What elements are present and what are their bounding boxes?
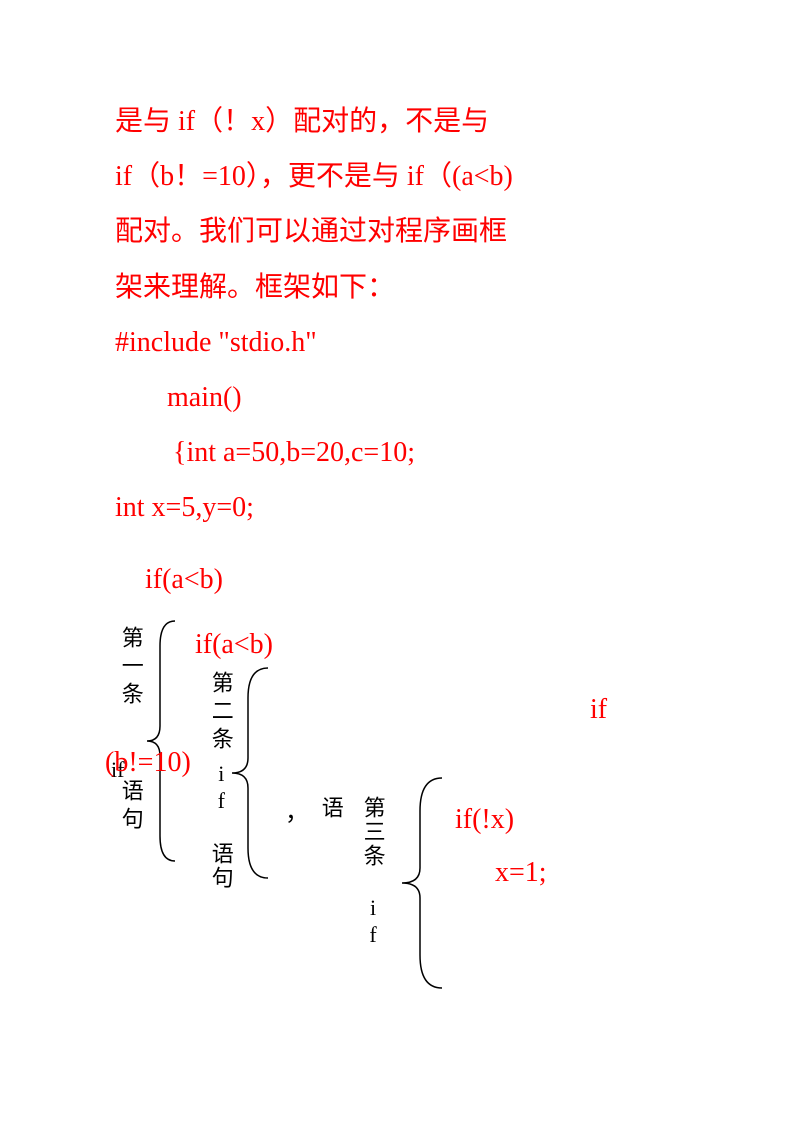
text-line-1: 是与 if（！x）配对的，不是与 [115,95,695,148]
code-main: main() [115,371,695,424]
code-include: #include "stdio.h" [115,316,695,369]
diagram-code-ifx: if(!x) [455,793,514,846]
label-third-if: 第三条 if 语 [310,796,394,991]
code-decl2: int x=5,y=0; [115,481,695,534]
diagram-code-x1: x=1; [495,846,547,899]
code-if1: if(a<b) [115,553,695,606]
brace-2 [230,663,275,883]
code-decl1: {int a=50,b=20,c=10; [115,426,695,479]
text-line-2: if（b！=10），更不是与 if（(a<b) [115,150,695,203]
diagram-code-b10: (b!=10) [105,736,191,789]
diagram-code-if-right: if [590,683,607,736]
text-line-4: 架来理解。框架如下： [115,261,695,314]
diagram-comma: ， [285,791,309,837]
text-line-3: 配对。我们可以通过对程序画框 [115,205,695,258]
diagram-area: 第一条 if 语句 if(a<b) 第二条 if 语句 (b!=10) if ，… [115,621,695,991]
brace-3 [400,773,450,993]
